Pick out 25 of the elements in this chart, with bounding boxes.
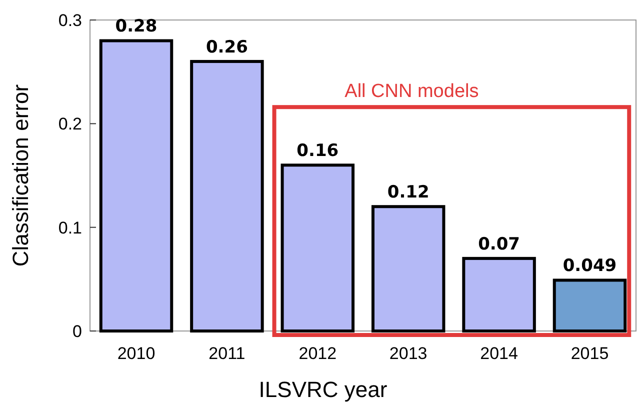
y-axis-title: Classification error — [8, 84, 33, 267]
x-tick-label: 2014 — [480, 344, 518, 363]
x-tick-label: 2011 — [208, 344, 246, 363]
x-tick-label: 2013 — [389, 344, 428, 363]
data-label: 0.16 — [296, 141, 339, 162]
annotation: All CNN models — [344, 81, 479, 102]
x-tick-label: 2012 — [298, 344, 337, 363]
data-label: 0.07 — [478, 234, 520, 254]
y-tick-label: 0.2 — [58, 114, 82, 134]
bar — [552, 278, 627, 332]
data-label: 0.049 — [562, 256, 617, 276]
bar — [190, 60, 264, 332]
data-label: 0.26 — [206, 37, 248, 58]
y-tick-label: 0.1 — [58, 218, 82, 238]
x-tick-label: 2015 — [570, 344, 609, 363]
y-tick-label: 0 — [72, 322, 82, 341]
bar — [371, 205, 446, 332]
bar — [99, 39, 174, 332]
bar — [280, 164, 355, 332]
bar — [462, 256, 536, 332]
x-axis-title: ILSVRC year — [258, 377, 388, 402]
data-label: 0.28 — [115, 16, 158, 37]
data-label: 0.12 — [387, 182, 430, 203]
y-tick-label: 0.3 — [58, 10, 82, 30]
x-tick-label: 2010 — [117, 344, 156, 363]
